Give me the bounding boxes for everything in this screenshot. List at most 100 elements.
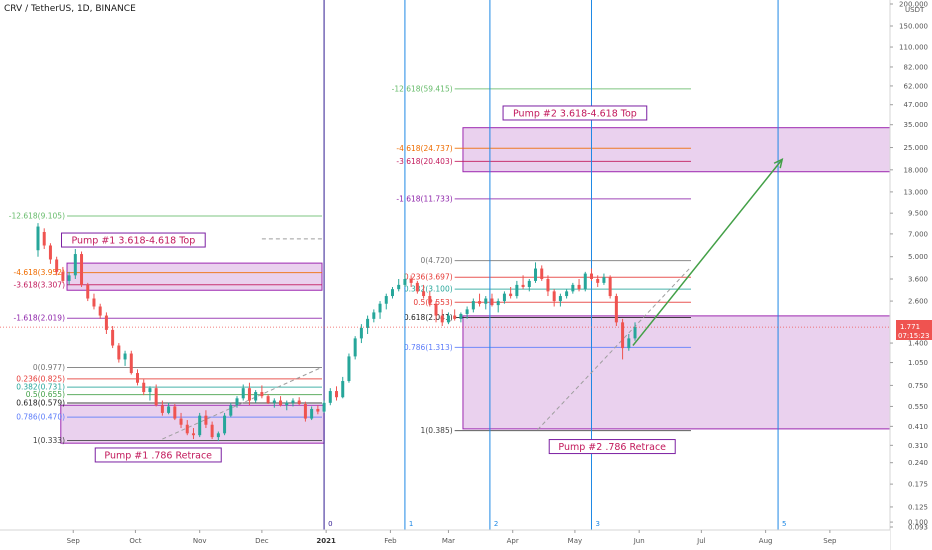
dashed-trendline xyxy=(537,266,692,431)
candle-body xyxy=(229,405,233,416)
candle-body xyxy=(428,296,432,304)
candle-body xyxy=(496,301,500,306)
candle-body xyxy=(527,280,531,287)
x-tick-label: Jun xyxy=(633,537,645,545)
candle-body xyxy=(409,278,413,283)
y-tick-label: 0.310 xyxy=(908,442,928,450)
candle-body xyxy=(484,298,488,304)
candle-body xyxy=(266,396,270,403)
highlight-zone xyxy=(60,404,325,444)
cycle-number: 2 xyxy=(494,520,498,528)
y-tick-label: 25.000 xyxy=(904,144,929,152)
candle-body xyxy=(446,315,450,323)
candle-body xyxy=(415,282,419,292)
candle-body xyxy=(353,338,357,357)
candle-body xyxy=(148,388,152,393)
candle-body xyxy=(515,284,519,297)
y-tick-label: 7.000 xyxy=(908,230,928,238)
y-tick-label: 150.000 xyxy=(899,23,928,31)
arrow-head xyxy=(773,158,784,169)
candle-body xyxy=(328,391,332,403)
candle-body xyxy=(272,400,276,403)
candle-body xyxy=(61,271,65,281)
fibonacci-levels: 1(0.333) 0.786(0.470) 0.618(0.579)0.5(0.65… xyxy=(9,84,691,445)
last-price-countdown: 07:15:23 xyxy=(898,332,929,340)
candle-body xyxy=(129,353,133,374)
candle-body xyxy=(335,391,339,398)
candle-body xyxy=(303,404,307,419)
candle-body xyxy=(223,415,227,434)
y-tick-label: 0.093 xyxy=(908,524,928,532)
price-scale-background xyxy=(890,0,932,550)
y-tick-label: 35.000 xyxy=(904,121,929,129)
y-tick-label: 0.240 xyxy=(908,459,928,467)
candle-body xyxy=(558,296,562,302)
cycle-number: 1 xyxy=(409,520,413,528)
candle-body xyxy=(42,231,46,246)
candle-body xyxy=(372,312,376,319)
fib-level-label: -3.618(3.307) xyxy=(14,280,66,289)
candle-body xyxy=(571,284,575,292)
candle-body xyxy=(98,306,102,316)
candle-body xyxy=(291,400,295,403)
candle-body xyxy=(378,303,382,313)
fib-level-label: 0.618(0.579) xyxy=(16,398,65,407)
y-tick-label: 18.000 xyxy=(904,166,929,174)
candle-body xyxy=(216,433,220,438)
candle-body xyxy=(316,408,320,412)
candle-body xyxy=(521,284,525,287)
x-tick-label: Dec xyxy=(255,537,269,545)
y-tick-label: 9.500 xyxy=(908,210,928,218)
candle-body xyxy=(502,293,506,302)
fib-level-label: 0.786(0.470) xyxy=(16,413,65,422)
zones xyxy=(60,127,891,444)
candle-body xyxy=(471,301,475,310)
fib-level-label: 1(0.333) xyxy=(33,436,65,445)
candle-body xyxy=(123,353,127,360)
candle-body xyxy=(633,327,637,339)
candle-body xyxy=(390,289,394,297)
y-tick-label: 3.600 xyxy=(908,275,928,283)
x-tick-label: May xyxy=(568,537,582,545)
dashed-trendline xyxy=(162,366,323,440)
candle-body xyxy=(55,259,59,272)
y-tick-label: 47.000 xyxy=(904,101,929,109)
candle-body xyxy=(534,268,538,281)
fib-level-label: 1(0.385) xyxy=(421,426,453,435)
last-price-badge xyxy=(896,320,932,340)
candle-body xyxy=(279,400,283,406)
time-axis[interactable]: Sep Oct Nov Dec 2021 Feb Mar Apr May Jun Jul Aug Sep xyxy=(67,530,837,545)
y-tick-label: 110.000 xyxy=(899,44,928,52)
candle-body xyxy=(490,298,494,306)
projection-arrow xyxy=(632,158,784,346)
highlight-zone xyxy=(462,315,891,430)
annotation-box xyxy=(548,439,676,455)
candle-body xyxy=(48,245,52,260)
candle-body xyxy=(117,345,121,360)
fib-level-label: 0.5(0.655) xyxy=(26,390,65,399)
fib-level-label: -4.618(24.737) xyxy=(396,144,452,153)
candle-body xyxy=(602,277,606,283)
candle-body xyxy=(173,406,177,419)
candle-body xyxy=(509,293,513,297)
candle-body xyxy=(596,278,600,283)
candle-body xyxy=(80,254,84,285)
cycle-number: 5 xyxy=(782,520,786,528)
candle-body xyxy=(459,313,463,319)
candle-body xyxy=(465,309,469,314)
time-scale-background xyxy=(0,530,890,550)
candle-body xyxy=(384,296,388,304)
candle-body xyxy=(73,254,77,276)
candle-body xyxy=(453,315,457,319)
candle-body xyxy=(92,298,96,307)
candle-body xyxy=(142,382,146,393)
annotation-box xyxy=(94,447,222,463)
candle-body xyxy=(403,278,407,285)
x-tick-label: Nov xyxy=(193,537,207,545)
candle-body xyxy=(322,402,326,412)
candle-body xyxy=(565,291,569,297)
candle-body xyxy=(297,400,301,405)
candle-body xyxy=(440,315,444,323)
